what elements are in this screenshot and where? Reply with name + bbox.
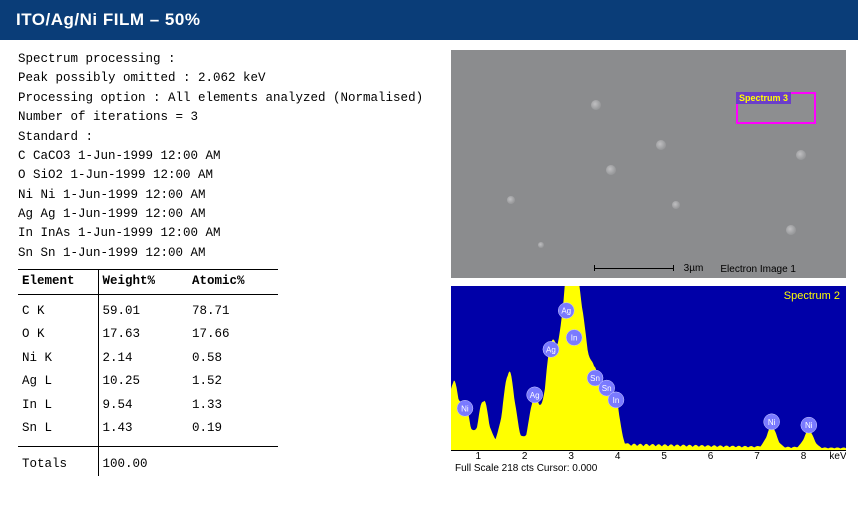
totals-label: Totals xyxy=(18,446,98,476)
cell-element: Ni K xyxy=(18,347,98,370)
spectrum-ticks: 12345678keV xyxy=(455,451,842,463)
cell-weight: 17.63 xyxy=(98,323,188,346)
th-atomic: Atomic% xyxy=(188,270,278,294)
svg-text:In: In xyxy=(571,334,578,343)
svg-text:In: In xyxy=(613,396,620,405)
peak-label-in: In xyxy=(566,330,582,346)
standard-line: Sn Sn 1-Jun-1999 12:00 AM xyxy=(18,244,433,263)
table-totals: Totals100.00 xyxy=(18,446,278,476)
spectrum-region-label: Spectrum 3 xyxy=(736,92,791,104)
sem-particle xyxy=(538,242,544,248)
peak-label-in: In xyxy=(608,392,624,408)
right-column: Spectrum 3 3µm Electron Image 1 Spectrum… xyxy=(451,50,846,478)
cell-element: C K xyxy=(18,300,98,323)
sem-particle xyxy=(507,196,515,204)
peak-label-ni: Ni xyxy=(457,400,473,416)
standard-line: O SiO2 1-Jun-1999 12:00 AM xyxy=(18,166,433,185)
sem-particle xyxy=(656,140,666,150)
sem-particle xyxy=(606,165,616,175)
table-row: Ni K2.140.58 xyxy=(18,347,278,370)
cell-atomic: 0.19 xyxy=(188,417,278,440)
page-title: ITO/Ag/Ni FILM – 50% xyxy=(16,10,200,29)
x-tick: 2 xyxy=(522,451,528,462)
svg-text:Ag: Ag xyxy=(546,345,556,354)
svg-text:Ag: Ag xyxy=(561,307,571,316)
cell-weight: 9.54 xyxy=(98,394,188,417)
content: Spectrum processing : Peak possibly omit… xyxy=(0,40,858,478)
spectrum-footer: 1 2 3 4 5 6 7 8 keV Full Scale 218 cts Cursor: 0… xyxy=(451,450,846,478)
eds-spectrum: Spectrum 2 NiAgAgAgInSnSnInNiNi 12345678… xyxy=(451,286,846,478)
scalebar-line xyxy=(594,268,674,269)
cell-atomic: 78.71 xyxy=(188,300,278,323)
spectrum-fill xyxy=(451,286,846,450)
peak-label-ni: Ni xyxy=(801,417,817,433)
svg-text:Sn: Sn xyxy=(590,374,600,383)
sem-particle xyxy=(672,201,680,209)
spectrum-footer-text: Full Scale 218 cts Cursor: 0.000 xyxy=(455,463,842,474)
standard-line: In InAs 1-Jun-1999 12:00 AM xyxy=(18,224,433,243)
cell-element: Sn L xyxy=(18,417,98,440)
title-bar: ITO/Ag/Ni FILM – 50% xyxy=(0,0,858,40)
table-row: Sn L1.430.19 xyxy=(18,417,278,440)
sem-caption: Electron Image 1 xyxy=(720,264,796,275)
cell-atomic: 17.66 xyxy=(188,323,278,346)
cell-element: Ag L xyxy=(18,370,98,393)
iterations: Number of iterations = 3 xyxy=(18,108,433,127)
svg-text:Ni: Ni xyxy=(461,404,469,413)
th-weight: Weight% xyxy=(98,270,188,294)
table-row: C K59.0178.71 xyxy=(18,300,278,323)
sem-particle xyxy=(786,225,796,235)
standard-label: Standard : xyxy=(18,128,433,147)
cell-weight: 59.01 xyxy=(98,300,188,323)
cell-atomic: 0.58 xyxy=(188,347,278,370)
x-tick: 4 xyxy=(615,451,621,462)
x-tick: 3 xyxy=(568,451,574,462)
processing-header: Spectrum processing : xyxy=(18,50,433,69)
standard-line: Ag Ag 1-Jun-1999 12:00 AM xyxy=(18,205,433,224)
cell-weight: 1.43 xyxy=(98,417,188,440)
x-unit: keV xyxy=(829,451,846,462)
x-tick: 1 xyxy=(475,451,481,462)
table-row: In L9.541.33 xyxy=(18,394,278,417)
sem-particle xyxy=(591,100,601,110)
svg-text:Ni: Ni xyxy=(805,421,813,430)
standards-list: C CaCO3 1-Jun-1999 12:00 AMO SiO2 1-Jun-… xyxy=(18,147,433,263)
th-element: Element xyxy=(18,270,98,294)
totals-value: 100.00 xyxy=(98,446,188,476)
peak-omitted: Peak possibly omitted : 2.062 keV xyxy=(18,69,433,88)
peak-label-ni: Ni xyxy=(764,414,780,430)
peak-label-ag: Ag xyxy=(527,387,543,403)
cell-weight: 10.25 xyxy=(98,370,188,393)
peak-label-ag: Ag xyxy=(543,341,559,357)
sem-image: Spectrum 3 3µm Electron Image 1 xyxy=(451,50,846,278)
x-tick: 6 xyxy=(708,451,714,462)
standard-line: C CaCO3 1-Jun-1999 12:00 AM xyxy=(18,147,433,166)
svg-text:Sn: Sn xyxy=(602,384,612,393)
scalebar-text: 3µm xyxy=(684,263,704,274)
cell-weight: 2.14 xyxy=(98,347,188,370)
cell-atomic: 1.33 xyxy=(188,394,278,417)
table-row: Ag L10.251.52 xyxy=(18,370,278,393)
left-column: Spectrum processing : Peak possibly omit… xyxy=(18,50,433,478)
spectrum-region-box: Spectrum 3 xyxy=(736,92,816,124)
svg-text:Ag: Ag xyxy=(530,391,540,400)
x-tick: 7 xyxy=(754,451,760,462)
composition-table-wrap: Element Weight% Atomic% C K59.0178.71O K… xyxy=(18,269,433,476)
cell-atomic: 1.52 xyxy=(188,370,278,393)
processing-option: Processing option : All elements analyze… xyxy=(18,89,433,108)
cell-element: In L xyxy=(18,394,98,417)
composition-table: Element Weight% Atomic% C K59.0178.71O K… xyxy=(18,269,278,476)
x-tick: 8 xyxy=(801,451,807,462)
cell-element: O K xyxy=(18,323,98,346)
x-tick: 5 xyxy=(661,451,667,462)
sem-particle xyxy=(796,150,806,160)
peak-label-ag: Ag xyxy=(558,303,574,319)
standard-line: Ni Ni 1-Jun-1999 12:00 AM xyxy=(18,186,433,205)
table-row: O K17.6317.66 xyxy=(18,323,278,346)
svg-text:Ni: Ni xyxy=(768,418,776,427)
